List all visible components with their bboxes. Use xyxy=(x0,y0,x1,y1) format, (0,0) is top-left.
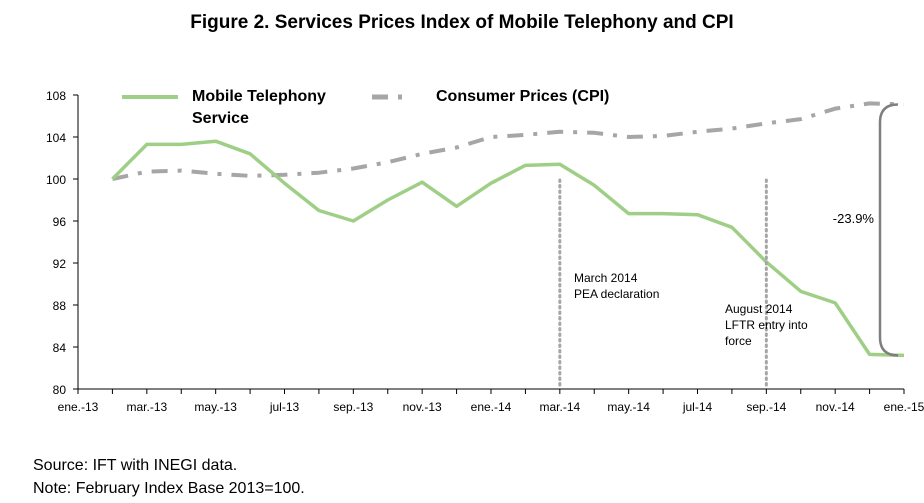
x-tick-label: mar.-13 xyxy=(126,400,167,414)
y-tick-label: 96 xyxy=(53,215,67,229)
x-tick-label: sep.-14 xyxy=(746,400,786,414)
legend-mobile-label: Service xyxy=(192,110,249,127)
chart-axes: 80 84 88 92 96 100 104 108 ene.-13 mar.-13 may.-13… xyxy=(46,89,924,414)
y-tick-label: 100 xyxy=(46,173,66,187)
chart-annotations: March 2014 PEA declaration August 2014 LFTR… xyxy=(558,103,899,391)
y-tick-label: 108 xyxy=(46,89,66,103)
y-tick-label: 88 xyxy=(53,299,67,313)
chart-legend: Mobile Telephony Service Consumer Prices (… xyxy=(122,88,609,127)
chart-marks xyxy=(111,101,905,358)
pea-declaration-label: PEA declaration xyxy=(574,287,659,301)
legend-cpi-label: Consumer Prices (CPI) xyxy=(436,88,609,105)
y-tick-label: 92 xyxy=(53,257,67,271)
lftr-entry-label: LFTR entry into xyxy=(725,318,808,332)
source-note: Source: IFT with INEGI data. xyxy=(33,457,238,474)
x-tick-label: nov.-13 xyxy=(403,400,442,414)
x-tick-label: may.-13 xyxy=(194,400,237,414)
cpi-series-line xyxy=(111,101,905,181)
y-tick-label: 84 xyxy=(53,341,67,355)
change-bracket xyxy=(878,103,899,357)
legend-mobile-label: Mobile Telephony xyxy=(192,88,326,105)
y-tick-label: 80 xyxy=(53,383,67,397)
base-note: Note: February Index Base 2013=100. xyxy=(33,480,305,497)
x-tick-label: mar.-14 xyxy=(539,400,580,414)
lftr-entry-label: force xyxy=(725,334,752,348)
x-tick-label: sep.-13 xyxy=(333,400,373,414)
x-tick-label: ene.-15 xyxy=(884,400,924,414)
pea-declaration-label: March 2014 xyxy=(574,271,638,285)
lftr-entry-label: August 2014 xyxy=(725,302,793,316)
chart-title: Figure 2. Services Prices Index of Mobil… xyxy=(190,12,734,33)
x-tick-label: may.-14 xyxy=(607,400,650,414)
mobile-series-line xyxy=(111,139,905,358)
x-tick-label: jul-14 xyxy=(682,400,713,414)
x-tick-label: ene.-13 xyxy=(58,400,99,414)
change-label: -23.9% xyxy=(833,211,875,226)
x-tick-label: nov.-14 xyxy=(816,400,855,414)
y-tick-label: 104 xyxy=(46,131,66,145)
x-tick-label: jul-13 xyxy=(269,400,300,414)
line-chart: 80 84 88 92 96 100 104 108 ene.-13 mar.-13 may.-13… xyxy=(46,88,924,414)
x-tick-label: ene.-14 xyxy=(471,400,512,414)
